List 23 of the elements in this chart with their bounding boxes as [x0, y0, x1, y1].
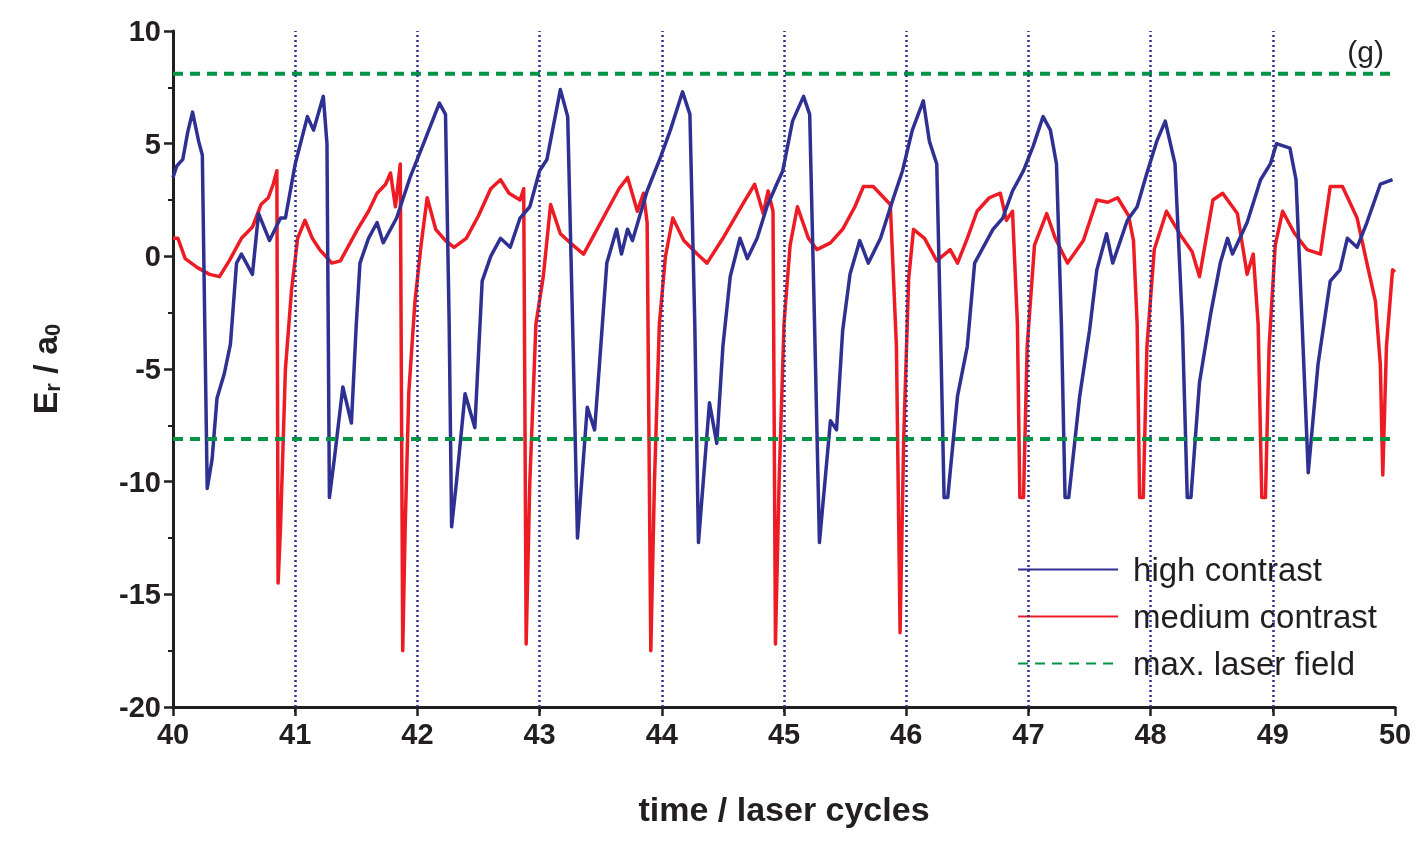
- x-tick-label: 41: [279, 717, 312, 750]
- x-tick-label: 47: [1012, 717, 1045, 750]
- legend-label: high contrast: [1133, 551, 1323, 588]
- y-tick-label: 0: [144, 240, 161, 273]
- line-series: [171, 162, 1397, 653]
- x-tick-label: 46: [890, 717, 923, 750]
- y-tick-label: -5: [135, 353, 161, 385]
- x-tick-label: 45: [767, 717, 801, 750]
- y-tick-label: 10: [128, 15, 161, 47]
- annotation: (g): [1347, 34, 1385, 68]
- x-tick-label: 42: [401, 717, 434, 750]
- y-tick-label: 5: [144, 127, 161, 160]
- x-tick-label: 49: [1256, 717, 1289, 750]
- x-tick-label: 48: [1134, 717, 1167, 750]
- y-axis-title: Er / a0: [26, 323, 65, 415]
- x-tick-label: 50: [1378, 717, 1412, 750]
- x-axis-title: time / laser cycles: [638, 790, 930, 828]
- legend-label: medium contrast: [1133, 598, 1378, 635]
- x-tick-label: 44: [645, 717, 678, 750]
- x-tick-label: 43: [523, 717, 556, 750]
- y-tick-label: -15: [119, 578, 161, 611]
- legend-label: max. laser field: [1133, 645, 1355, 682]
- y-tick-label: -10: [119, 465, 161, 498]
